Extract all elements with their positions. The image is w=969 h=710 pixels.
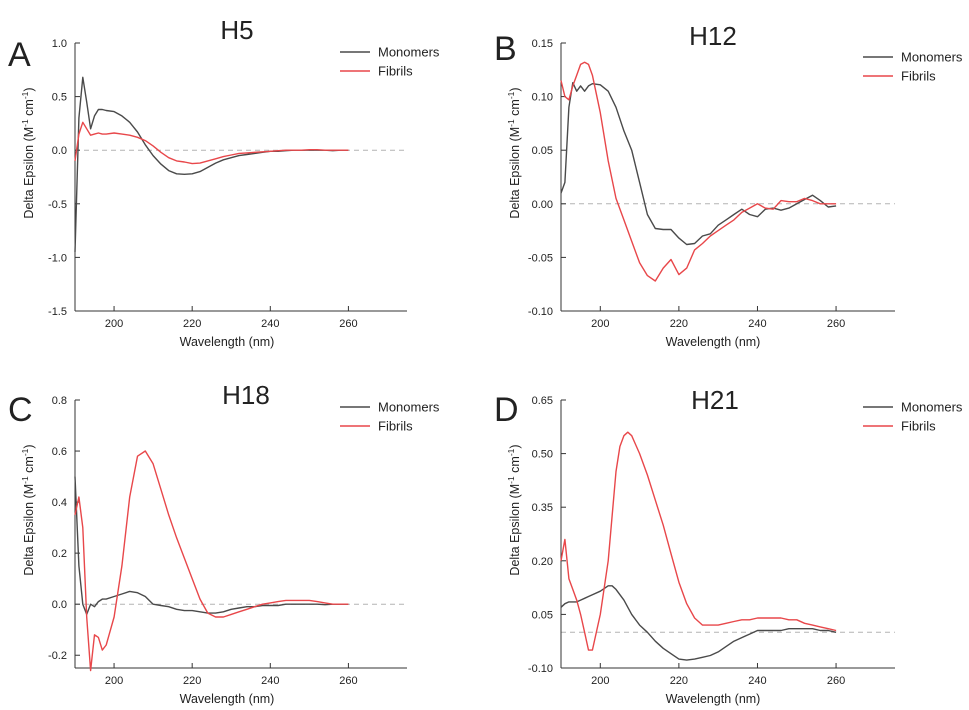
y-tick-label: -0.10 [528,306,553,318]
y-tick-label: 0.00 [532,199,553,211]
panel-title: H12 [689,21,737,51]
y-axis-title-part: Delta Epsilon (M [22,484,36,576]
x-tick-label: 220 [183,318,201,330]
legend-label: Fibrils [378,64,413,79]
panel-a: 200 220 240 260 1.0 0.5 0.0 -0.5 -1.0 -1.5 Wavelen… [8,15,440,349]
y-tick-label: -0.10 [528,663,553,675]
y-tick-label: 0.35 [532,502,553,514]
panel-letter: B [494,30,517,68]
x-tick-label: 260 [339,675,357,687]
series-line-fibrils [560,431,837,651]
y-tick-label: -1.0 [48,252,67,264]
y-axis-title-part: cm [22,99,36,119]
y-axis-title: Delta Epsilon (M-1 cm-1) [20,444,36,575]
y-axis-title: Delta Epsilon (M-1 cm-1) [20,87,36,218]
y-axis-title-part: cm [22,456,36,476]
legend-label: Monomers [378,45,440,60]
x-tick-label: 260 [827,318,845,330]
y-tick-label: 0.20 [532,556,553,568]
panel-letter: C [8,391,33,429]
y-tick-label: -0.2 [48,650,67,662]
series-line-monomers [560,585,837,661]
series-line-fibrils [74,121,349,165]
y-tick-label: 0.10 [532,92,553,104]
legend-label: Monomers [378,400,440,415]
series-line-monomers [560,82,837,246]
x-tick-label: 260 [339,318,357,330]
legend-label: Monomers [901,400,963,415]
y-tick-label: 0.5 [52,92,67,104]
x-tick-label: 220 [670,675,688,687]
panel-title: H5 [220,15,253,45]
y-tick-label: 0.05 [532,609,553,621]
y-tick-label: 0.0 [52,145,67,157]
y-tick-label: 0.50 [532,449,553,461]
panel-title: H18 [222,380,270,410]
panel-b: 200 220 240 260 0.15 0.10 0.05 0.00 -0.05 -0.10 Wa… [494,21,963,349]
y-tick-label: 0.8 [52,395,67,407]
y-axis-title-part: Delta Epsilon (M [22,127,36,219]
y-tick-label: 0.2 [52,548,67,560]
y-axis-title-part: ) [508,87,522,91]
x-tick-label: 200 [105,318,123,330]
legend-label: Monomers [901,50,963,65]
legend-label: Fibrils [378,419,413,434]
y-axis-title-part: cm [508,99,522,119]
x-tick-label: 240 [261,675,279,687]
y-axis-title-superscript: -1 [20,91,30,99]
panel-title: H21 [691,385,739,415]
y-tick-label: 0.15 [532,38,553,50]
x-axis-title: Wavelength (nm) [180,692,275,706]
y-tick-label: 0.0 [52,599,67,611]
x-tick-label: 240 [261,318,279,330]
y-tick-label: 0.6 [52,446,67,458]
y-axis-title-part: ) [508,444,522,448]
x-tick-label: 200 [591,318,609,330]
x-tick-label: 260 [827,675,845,687]
series-line-fibrils [74,450,349,672]
y-axis-title-superscript: -1 [506,476,516,484]
y-axis-title-part: ) [22,444,36,448]
y-axis-title-part: cm [508,456,522,476]
y-axis-title-superscript: -1 [506,119,516,127]
y-axis-title: Delta Epsilon (M-1 cm-1) [506,444,522,575]
y-axis-title-superscript: -1 [506,448,516,456]
legend-label: Fibrils [901,69,936,84]
y-tick-label: 0.65 [532,395,553,407]
series-line-monomers [74,476,349,616]
y-axis-title-superscript: -1 [20,476,30,484]
y-tick-label: 0.4 [52,497,67,509]
x-tick-label: 220 [670,318,688,330]
x-axis-title: Wavelength (nm) [666,335,761,349]
x-axis-title: Wavelength (nm) [180,335,275,349]
y-axis-title-superscript: -1 [506,91,516,99]
panel-d: 200 220 240 260 0.65 0.50 0.35 0.20 0.05 -0.10 Wav… [494,385,963,706]
y-tick-label: -0.05 [528,252,553,264]
y-tick-label: 0.05 [532,145,553,157]
y-tick-label: -0.5 [48,199,67,211]
y-axis-title: Delta Epsilon (M-1 cm-1) [506,87,522,218]
panel-letter: A [8,36,31,74]
y-axis-title-part: Delta Epsilon (M [508,484,522,576]
y-tick-label: -1.5 [48,306,67,318]
legend-label: Fibrils [901,419,936,434]
y-tick-label: 1.0 [52,38,67,50]
x-tick-label: 240 [748,675,766,687]
series-line-fibrils [560,61,837,282]
series-line-monomers [74,76,349,253]
y-axis-title-part: Delta Epsilon (M [508,127,522,219]
x-tick-label: 240 [748,318,766,330]
y-axis-title-part: ) [22,87,36,91]
x-tick-label: 200 [105,675,123,687]
x-tick-label: 220 [183,675,201,687]
x-tick-label: 200 [591,675,609,687]
y-axis-title-superscript: -1 [20,448,30,456]
panel-letter: D [494,391,519,429]
x-axis-title: Wavelength (nm) [666,692,761,706]
y-axis-title-superscript: -1 [20,119,30,127]
panel-c: 200 220 240 260 0.8 0.6 0.4 0.2 0.0 -0.2 Wavelengt… [8,380,440,706]
